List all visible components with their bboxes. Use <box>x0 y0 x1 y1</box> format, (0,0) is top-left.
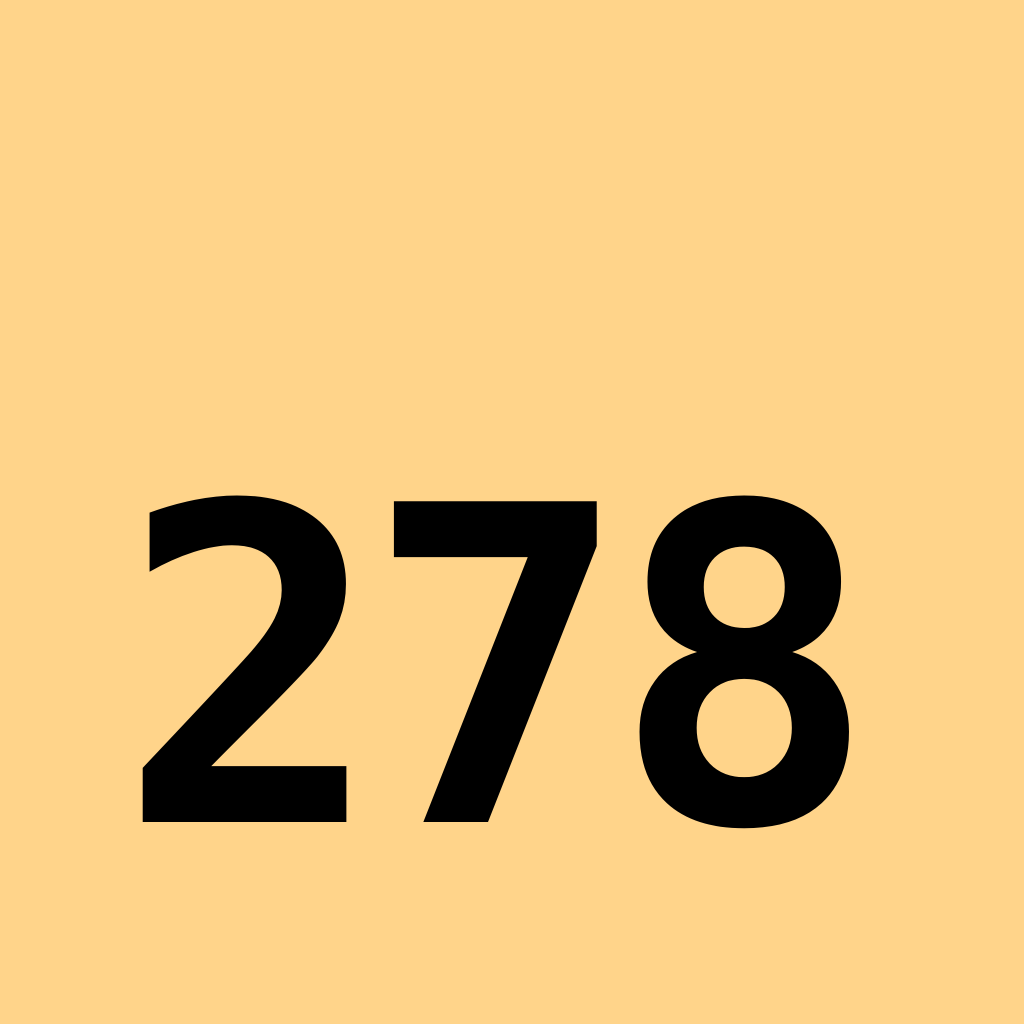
number-display: 278 <box>118 470 877 870</box>
